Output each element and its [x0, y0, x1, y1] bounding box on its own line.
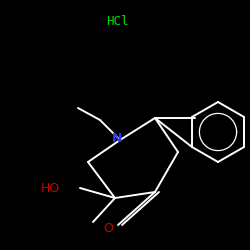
- Text: N: N: [112, 132, 122, 144]
- Text: O: O: [103, 222, 113, 234]
- Text: HCl: HCl: [106, 15, 129, 28]
- Text: HO: HO: [41, 182, 60, 194]
